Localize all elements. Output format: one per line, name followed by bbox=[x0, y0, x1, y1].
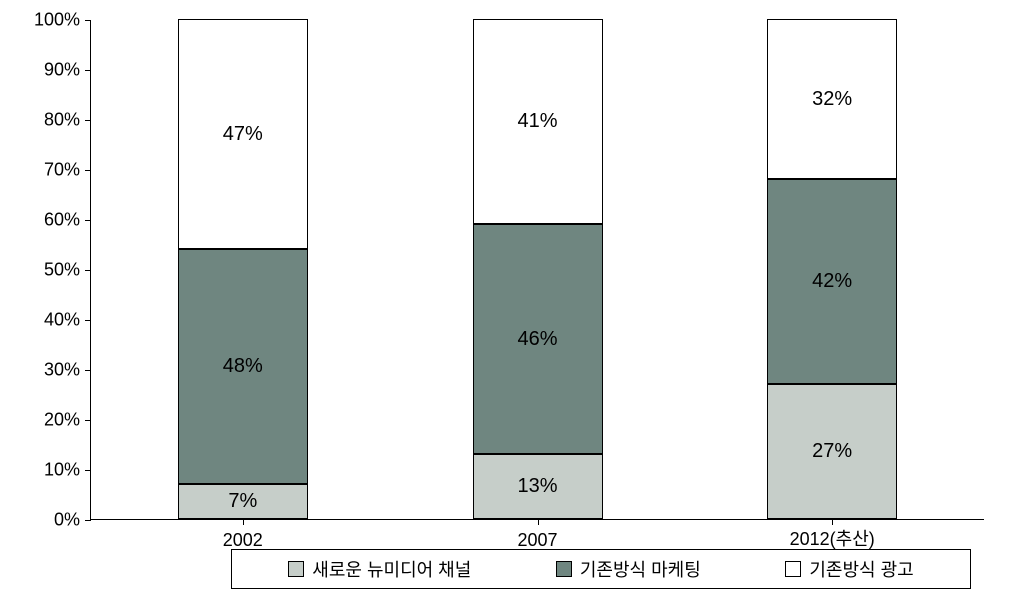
legend-item: 기존방식 광고 bbox=[785, 556, 913, 582]
bar-segment: 42% bbox=[767, 179, 897, 384]
bar-segment-value: 7% bbox=[228, 490, 257, 513]
y-tick bbox=[85, 520, 91, 521]
y-axis-label: 100% bbox=[20, 10, 80, 31]
legend-swatch bbox=[288, 561, 304, 577]
bar: 13% 46% 41% bbox=[473, 19, 603, 519]
legend-swatch bbox=[556, 561, 572, 577]
bar: 27% 42% 32% bbox=[767, 19, 897, 519]
y-axis-label: 10% bbox=[20, 460, 80, 481]
bar-segment: 46% bbox=[473, 224, 603, 454]
y-axis-label: 20% bbox=[20, 410, 80, 431]
legend-label: 기존방식 마케팅 bbox=[580, 556, 701, 582]
y-tick bbox=[85, 120, 91, 121]
x-tick bbox=[243, 519, 244, 525]
y-tick bbox=[85, 270, 91, 271]
y-tick bbox=[85, 320, 91, 321]
bar-segment-value: 46% bbox=[517, 328, 557, 351]
bar-segment: 27% bbox=[767, 384, 897, 519]
bar-segment-value: 13% bbox=[517, 475, 557, 498]
x-axis-label: 2002 bbox=[223, 530, 263, 551]
y-tick bbox=[85, 470, 91, 471]
y-axis-label: 30% bbox=[20, 360, 80, 381]
legend-item: 새로운 뉴미디어 채널 bbox=[288, 556, 471, 582]
y-tick bbox=[85, 70, 91, 71]
y-tick bbox=[85, 420, 91, 421]
y-axis-label: 0% bbox=[20, 510, 80, 531]
legend-label: 기존방식 광고 bbox=[809, 556, 913, 582]
y-axis-label: 60% bbox=[20, 210, 80, 231]
x-axis-label: 2007 bbox=[517, 530, 557, 551]
y-axis-label: 90% bbox=[20, 60, 80, 81]
y-tick bbox=[85, 220, 91, 221]
bar-segment-value: 41% bbox=[517, 110, 557, 133]
y-tick bbox=[85, 20, 91, 21]
bar-segment-value: 32% bbox=[812, 88, 852, 111]
x-axis-label: 2012(추산) bbox=[790, 525, 875, 551]
legend-label: 새로운 뉴미디어 채널 bbox=[312, 556, 471, 582]
bar-segment: 41% bbox=[473, 19, 603, 224]
legend: 새로운 뉴미디어 채널 기존방식 마케팅 기존방식 광고 bbox=[231, 549, 971, 589]
bar-segment: 48% bbox=[178, 249, 308, 484]
y-axis-label: 50% bbox=[20, 260, 80, 281]
bar-segment-value: 27% bbox=[812, 440, 852, 463]
plot-area: 새로운 뉴미디어 채널기존방식 마케팅기존방식 광고 7%48%47%20021… bbox=[90, 20, 984, 520]
bar-segment-value: 48% bbox=[223, 355, 263, 378]
bar-segment: 47% bbox=[178, 19, 308, 249]
bar-segment: 7% bbox=[178, 484, 308, 519]
bar-segment-value: 47% bbox=[223, 123, 263, 146]
y-axis-label: 40% bbox=[20, 310, 80, 331]
bar-segment: 32% bbox=[767, 19, 897, 179]
legend-item: 기존방식 마케팅 bbox=[556, 556, 701, 582]
legend-swatch bbox=[785, 561, 801, 577]
bar-segment-value: 42% bbox=[812, 270, 852, 293]
y-axis-label: 70% bbox=[20, 160, 80, 181]
stacked-bar-chart: 새로운 뉴미디어 채널 기존방식 마케팅 기존방식 광고 7% 48% 47% 2002 1… bbox=[20, 20, 1004, 592]
y-tick bbox=[85, 370, 91, 371]
y-axis-label: 80% bbox=[20, 110, 80, 131]
x-tick bbox=[538, 519, 539, 525]
bar-segment: 13% bbox=[473, 454, 603, 519]
bar: 7% 48% 47% bbox=[178, 19, 308, 519]
y-tick bbox=[85, 170, 91, 171]
